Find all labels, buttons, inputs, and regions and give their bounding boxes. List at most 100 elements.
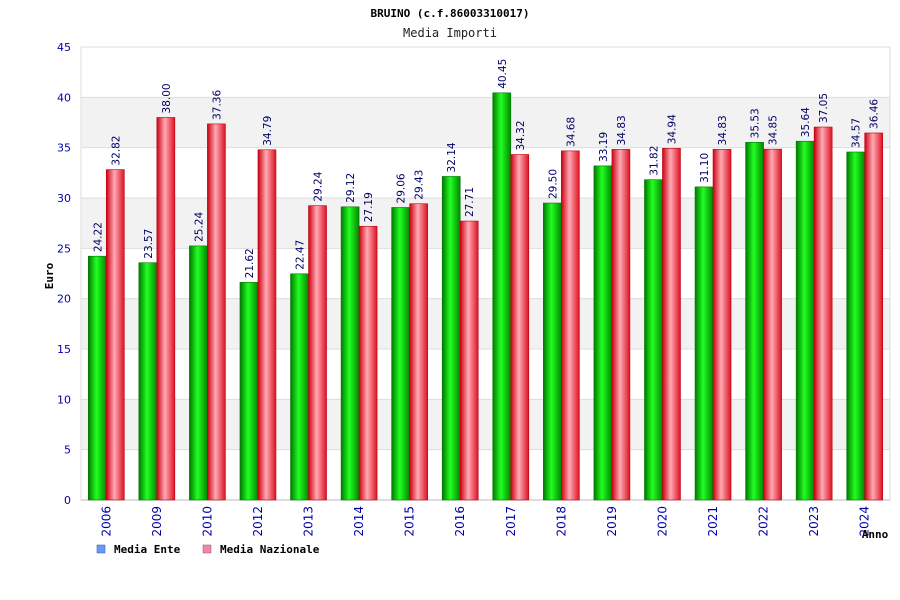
value-label: 22.47: [295, 240, 307, 270]
y-axis-label: Euro: [43, 262, 56, 289]
bar-media-ente: [87, 255, 107, 501]
value-label: 29.12: [345, 173, 357, 203]
x-tick-label: 2006: [99, 506, 113, 537]
x-tick-label: 2009: [150, 506, 164, 537]
x-tick-label: 2019: [605, 506, 619, 537]
value-label: 34.32: [515, 120, 527, 150]
legend: Media Ente Media Nazionale: [96, 543, 320, 556]
y-tick-label: 5: [64, 444, 71, 457]
bar-media-ente: [543, 202, 562, 501]
x-axis-label: Anno: [862, 528, 889, 541]
value-label: 32.14: [446, 142, 458, 172]
value-label: 29.24: [313, 171, 325, 201]
bar-media-nazionale: [662, 147, 681, 501]
x-tick-label: 2017: [504, 506, 518, 537]
bar-media-nazionale: [813, 126, 833, 501]
value-label: 37.36: [211, 90, 223, 120]
bar-media-nazionale: [207, 123, 226, 501]
y-tick-label: 0: [64, 494, 71, 507]
bar-media-nazionale: [358, 225, 378, 501]
value-label: 40.45: [497, 59, 509, 89]
legend-swatch-ente: [96, 544, 106, 554]
chart-subtitle: Media Importi: [403, 26, 497, 40]
bar-media-ente: [340, 206, 360, 501]
bar-media-nazionale: [763, 148, 782, 501]
value-label: 34.79: [262, 116, 274, 146]
bar-media-ente: [189, 245, 208, 501]
bar-media-nazionale: [611, 149, 631, 501]
value-label: 34.83: [616, 115, 628, 145]
value-label: 25.24: [193, 212, 205, 242]
y-axis-ticks: 0 5 10 15 20 25 30 35 40 45: [57, 41, 71, 507]
x-tick-label: 2020: [655, 506, 669, 537]
bar-media-nazionale: [105, 169, 125, 501]
x-tick-label: 2012: [251, 506, 265, 537]
y-tick-label: 15: [57, 343, 71, 356]
bar-media-ente: [694, 186, 714, 501]
bars: [87, 92, 884, 501]
value-label: 21.62: [244, 248, 256, 278]
x-tick-label: 2022: [757, 506, 771, 537]
x-tick-label: 2014: [352, 506, 366, 537]
bar-media-ente: [846, 151, 866, 501]
value-label: 34.94: [666, 114, 678, 144]
bar-media-ente: [290, 273, 309, 501]
bar-media-ente: [492, 92, 512, 501]
bar-media-nazionale: [712, 149, 732, 501]
bar-media-ente: [593, 165, 613, 501]
y-tick-label: 20: [57, 293, 71, 306]
x-tick-label: 2018: [554, 506, 568, 537]
y-tick-label: 30: [57, 192, 71, 205]
x-tick-label: 2010: [200, 506, 214, 537]
bar-media-ente: [138, 262, 158, 501]
value-label: 38.00: [161, 83, 173, 113]
value-labels: 24.22 32.82 23.57 38.00 25.24 37.36 21.62 34.79…: [92, 59, 880, 279]
value-label: 23.57: [143, 229, 155, 259]
value-label: 31.10: [699, 153, 711, 183]
bar-media-ente: [441, 176, 461, 501]
legend-label-nazionale: Media Nazionale: [220, 543, 320, 556]
plot-band: [81, 47, 890, 98]
x-tick-label: 2013: [302, 506, 316, 537]
legend-label-ente: Media Ente: [114, 543, 181, 556]
y-tick-label: 45: [57, 41, 71, 54]
value-label: 36.46: [869, 99, 881, 129]
y-tick-label: 35: [57, 142, 71, 155]
bar-media-ente: [644, 179, 663, 501]
value-label: 32.82: [110, 136, 122, 166]
value-label: 29.50: [547, 169, 559, 199]
chart-title: BRUINO (c.f.86003310017): [371, 7, 530, 20]
x-tick-label: 2024: [858, 506, 872, 537]
value-label: 37.05: [818, 93, 830, 123]
bar-media-nazionale: [510, 154, 530, 501]
value-label: 27.19: [363, 192, 375, 222]
bar-media-nazionale: [561, 150, 580, 501]
value-label: 27.71: [464, 187, 476, 217]
x-tick-label: 2015: [403, 506, 417, 537]
value-label: 29.43: [414, 170, 426, 200]
x-tick-label: 2016: [453, 506, 467, 537]
value-label: 34.68: [565, 117, 577, 147]
value-label: 33.19: [598, 132, 610, 162]
value-label: 34.85: [768, 115, 780, 145]
bar-media-nazionale: [257, 149, 277, 501]
bar-media-nazionale: [156, 117, 176, 501]
value-label: 31.82: [648, 146, 660, 176]
bar-media-ente: [391, 207, 410, 501]
value-label: 34.83: [717, 115, 729, 145]
bar-media-ente: [745, 142, 764, 501]
value-label: 24.22: [92, 222, 104, 252]
value-label: 34.57: [851, 118, 863, 148]
value-label: 29.06: [396, 173, 408, 203]
x-tick-label: 2021: [706, 506, 720, 537]
bar-media-ente: [239, 282, 259, 501]
y-tick-label: 10: [57, 393, 71, 406]
bar-media-nazionale: [864, 132, 884, 501]
x-axis-ticks: 2006 2009 2010 2012 2013 2014 2015 2016 2017 2018…: [99, 506, 871, 537]
bar-media-nazionale: [459, 220, 479, 501]
y-tick-label: 25: [57, 242, 71, 255]
legend-swatch-nazionale: [202, 544, 212, 554]
x-tick-label: 2023: [807, 506, 821, 537]
value-label: 35.53: [750, 108, 762, 138]
